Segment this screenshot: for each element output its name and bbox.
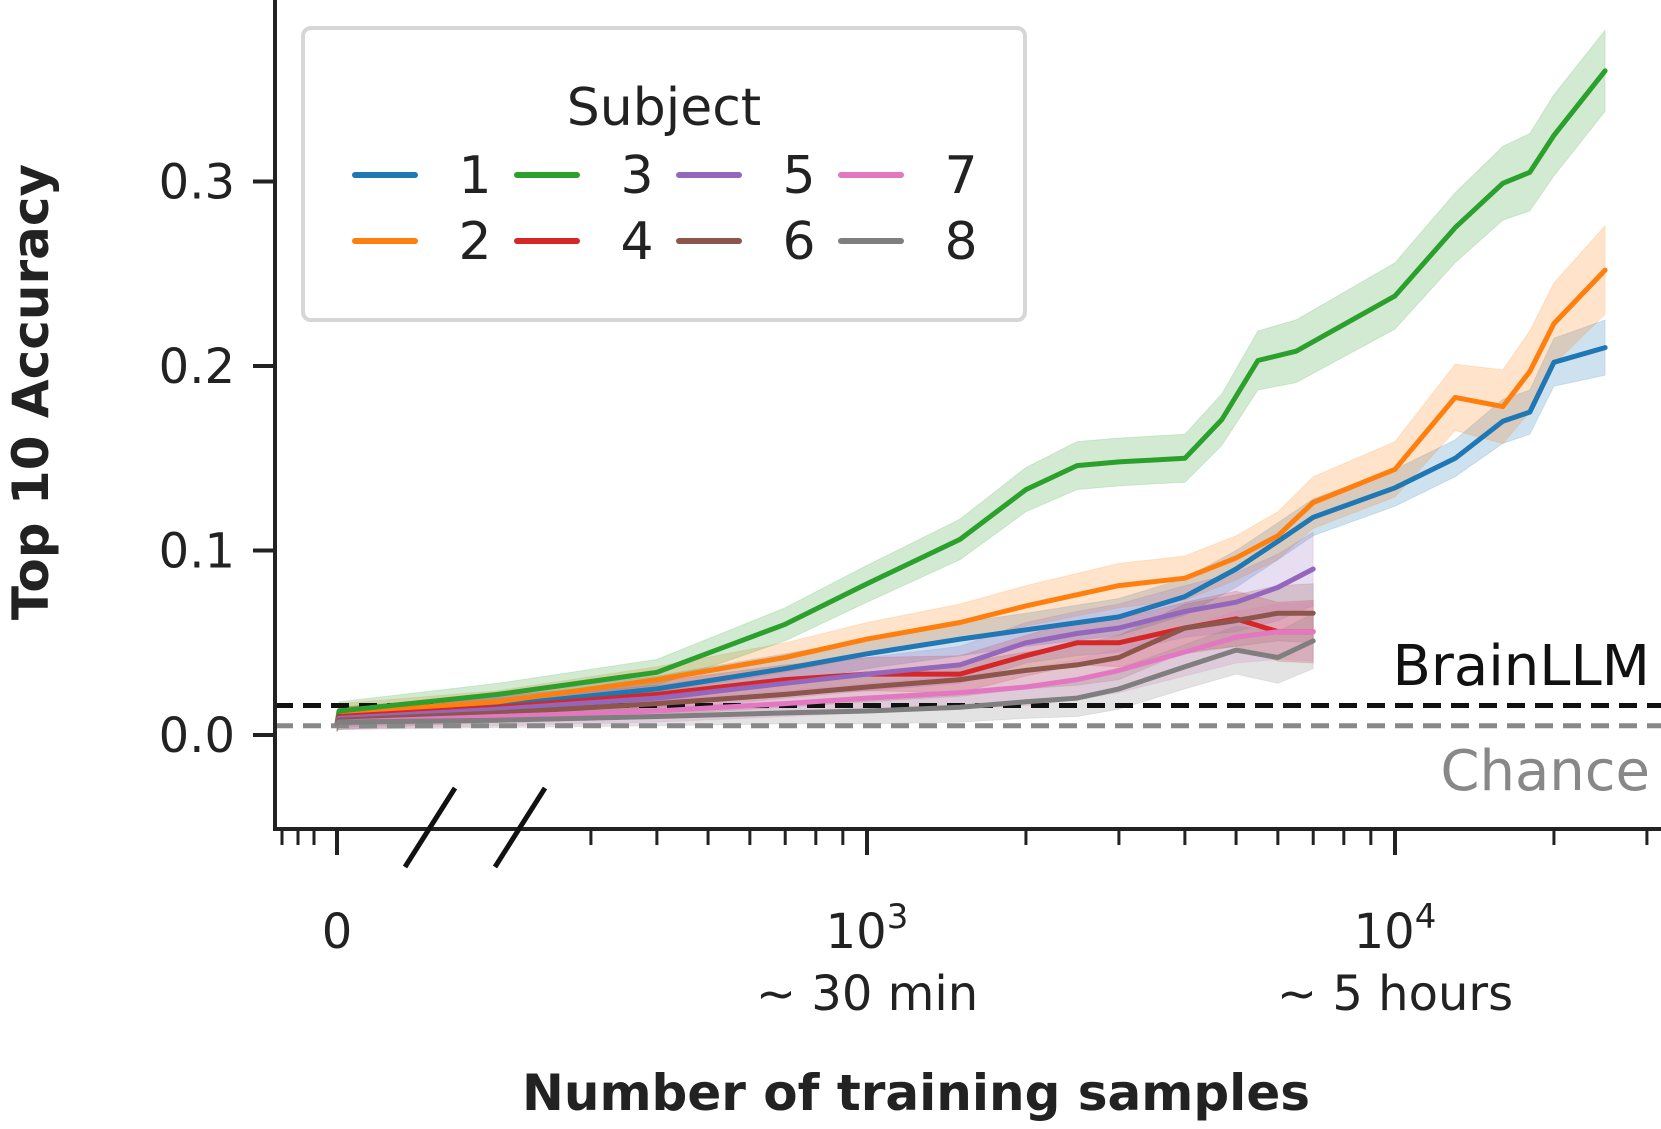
legend-item-8: 8 — [838, 212, 978, 272]
x-tick-sublabel: ~ 5 hours — [1277, 966, 1513, 1022]
legend-label: 8 — [944, 212, 977, 272]
legend-item-7: 7 — [838, 146, 978, 206]
legend-label: 7 — [944, 146, 977, 206]
line-subject-1 — [334, 345, 1608, 727]
legend-title: Subject — [567, 78, 761, 138]
line-subject-8 — [334, 638, 1316, 727]
axes — [273, 0, 1661, 869]
line-subject-6 — [334, 610, 1316, 727]
ref-label-chance: Chance — [1440, 739, 1650, 804]
y-tick-label: 0.0 — [159, 708, 235, 764]
x-tick-label: 103 — [826, 897, 909, 960]
axis-break-mark-1 — [402, 786, 458, 869]
line-subject-7 — [334, 629, 1316, 727]
legend-label: 6 — [782, 212, 815, 272]
tick-labels: 0.0 0.1 0.2 0.3 0 103 ~ 30 min 104 ~ 5 hours — [159, 155, 1513, 1023]
axis-break-mark-2 — [492, 786, 548, 869]
legend-label: 2 — [458, 212, 491, 272]
line-subject-2 — [334, 267, 1608, 727]
legend: Subject 12 34 56 78 — [301, 26, 1027, 322]
reference-labels: BrainLLM Chance — [1392, 634, 1650, 804]
y-axis-label: Top 10 Accuracy — [2, 164, 60, 620]
legend-item-2: 2 — [352, 212, 492, 272]
x-tick-sublabel: ~ 30 min — [756, 966, 978, 1022]
line-subject-3 — [334, 68, 1608, 727]
legend-items: 12 34 56 78 — [352, 146, 978, 272]
x-axis-label: Number of training samples — [522, 1064, 1310, 1122]
legend-item-3: 3 — [514, 146, 654, 206]
band-subject-3 — [336, 28, 1606, 732]
y-tick-label: 0.2 — [159, 339, 235, 395]
series-lines — [334, 68, 1608, 727]
legend-item-5: 5 — [676, 146, 816, 206]
legend-label: 3 — [620, 146, 653, 206]
line-subject-5 — [334, 566, 1316, 727]
legend-frame — [301, 26, 1027, 322]
legend-label: 5 — [782, 146, 815, 206]
y-tick-label: 0.1 — [159, 524, 235, 580]
legend-item-1: 1 — [352, 146, 492, 206]
legend-item-4: 4 — [514, 212, 654, 272]
legend-label: 4 — [620, 212, 653, 272]
x-tick-label: 104 — [1354, 897, 1437, 960]
tick-marks — [253, 179, 1649, 855]
legend-item-6: 6 — [676, 212, 816, 272]
ref-label-brainllm: BrainLLM — [1392, 634, 1650, 699]
y-tick-label: 0.3 — [159, 155, 235, 211]
legend-label: 1 — [458, 146, 491, 206]
x-tick-label: 0 — [322, 904, 353, 960]
